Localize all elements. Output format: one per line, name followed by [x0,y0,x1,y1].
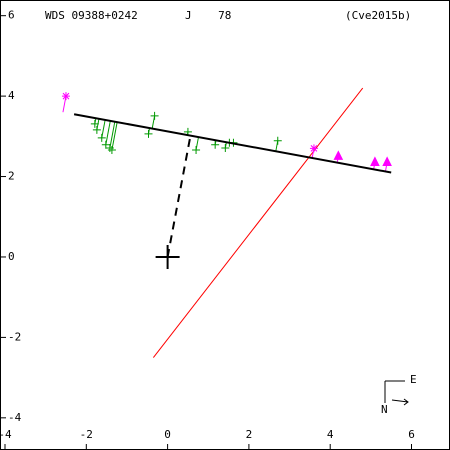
compass-arrow [391,398,409,406]
line-of-nodes [152,87,364,358]
x-tick-label: 6 [408,428,415,441]
observation-asterisk [61,92,70,101]
chart-title: WDS 09388+0242 [45,9,138,22]
observation-plus [144,129,153,138]
y-tick-label: -4 [8,411,22,424]
observation-plus [107,146,116,154]
observation-triangle [333,150,344,160]
observation-triangle [382,156,392,166]
observation-plus [101,140,110,149]
residual [62,96,67,113]
observation-asterisk [309,144,318,153]
y-tick-label: 6 [8,9,15,22]
compass-east: E [410,373,417,386]
observation-plus [221,143,230,152]
y-tick-label: 4 [8,89,15,102]
residual [111,122,118,151]
x-tick-label: 2 [246,428,253,441]
periastron-line [166,138,191,258]
x-tick-label: -4 [0,428,12,441]
observation-plus [97,133,106,142]
observation-plus [211,140,220,149]
y-tick-label: 0 [8,250,15,263]
x-tick-label: 0 [164,428,171,441]
chart-subtitle: J 78 [185,9,231,22]
y-tick-label: -2 [8,330,21,343]
observation-triangle [370,156,380,166]
observation-plus [273,136,282,145]
observation-plus [92,125,101,134]
residual [109,121,116,149]
reference: (Cve2015b) [345,9,411,22]
residual [105,120,111,145]
compass [384,380,409,406]
y-tick-label: 2 [8,170,15,183]
primary-star [155,244,180,269]
compass-north: N [381,403,388,416]
orbit-line [73,113,392,174]
residual [101,119,106,139]
x-tick-label: 4 [327,428,334,441]
x-tick-label: -2 [80,428,93,441]
observation-plus [150,111,159,120]
observation-plus [192,146,201,154]
